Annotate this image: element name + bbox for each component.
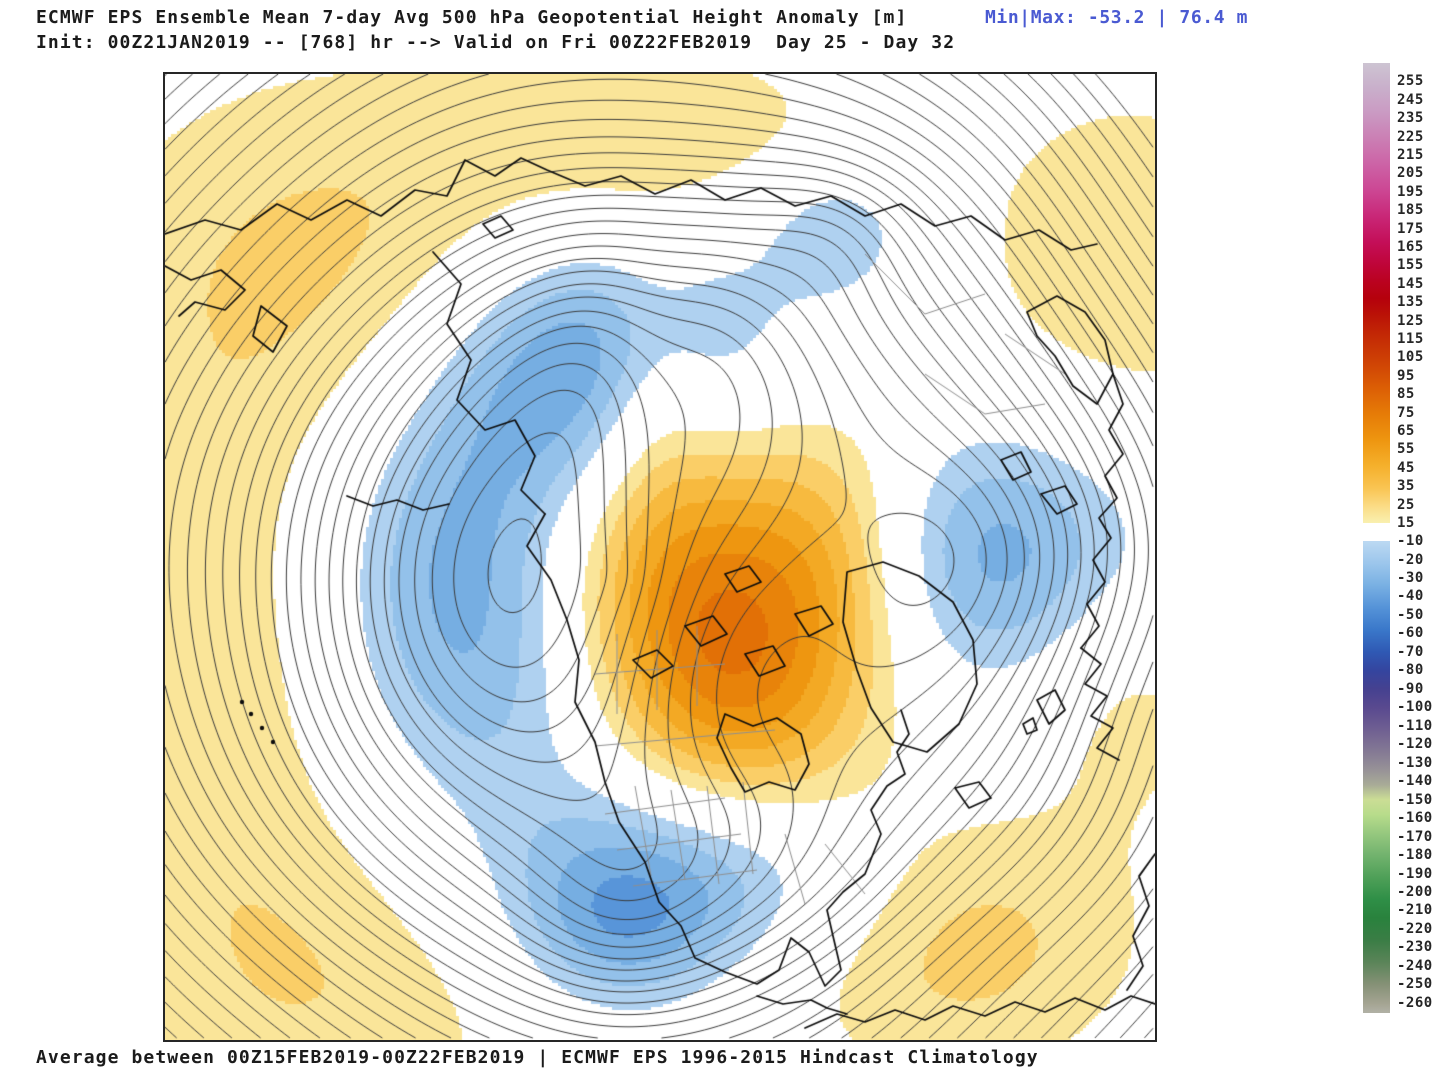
colorbar-tick-label: -170 (1397, 828, 1433, 845)
colorbar-tick-label: 95 (1397, 367, 1415, 384)
map-frame (163, 72, 1157, 1042)
colorbar-tick-label: -250 (1397, 976, 1433, 993)
colorbar-tick-label: 195 (1397, 183, 1424, 200)
colorbar-tick-label: -140 (1397, 773, 1433, 790)
colorbar-tick-label: 135 (1397, 294, 1424, 311)
colorbar-tick-label: -220 (1397, 920, 1433, 937)
colorbar-tick-label: -40 (1397, 588, 1424, 605)
colorbar-tick-label: -50 (1397, 606, 1424, 623)
colorbar-tick-label: 155 (1397, 257, 1424, 274)
colorbar-tick-label: 115 (1397, 331, 1424, 347)
colorbar-tick-label: -210 (1397, 902, 1433, 919)
colorbar-tick-label: 165 (1397, 239, 1424, 255)
colorbar-tick-label: -230 (1397, 939, 1433, 956)
colorbar-tick-label: -240 (1397, 957, 1433, 974)
colorbar-tick-label: -100 (1397, 699, 1433, 716)
colorbar-tick-label: -80 (1397, 662, 1424, 679)
colorbar-gradient (1363, 63, 1390, 1013)
colorbar-tick-label: -20 (1397, 551, 1424, 568)
footer-caption: Average between 00Z15FEB2019-00Z22FEB201… (36, 1047, 1039, 1068)
colorbar-tick-label: 65 (1397, 423, 1415, 439)
colorbar-tick-label: -150 (1397, 791, 1433, 808)
colorbar-tick-label: -160 (1397, 810, 1433, 827)
colorbar-tick-label: 145 (1397, 275, 1424, 292)
colorbar-tick-label: 85 (1397, 386, 1415, 403)
colorbar-tick-label: 185 (1397, 202, 1424, 219)
colorbar-tick-label: -200 (1397, 883, 1433, 900)
colorbar-tick-label: -90 (1397, 680, 1424, 697)
colorbar-tick-label: -190 (1397, 865, 1433, 882)
colorbar-tick-label: -130 (1397, 754, 1433, 771)
colorbar-tick-label: -110 (1397, 717, 1433, 734)
colorbar-tick-label: -120 (1397, 736, 1433, 753)
colorbar-tick-label: -60 (1397, 625, 1424, 642)
colorbar-tick-label: 105 (1397, 349, 1424, 366)
colorbar-tick-label: -180 (1397, 847, 1433, 863)
minmax-value: Min|Max: -53.2 | 76.4 m (985, 7, 1249, 28)
colorbar-tick-label: -70 (1397, 643, 1424, 660)
colorbar-tick-label: 35 (1397, 478, 1415, 495)
colorbar-tick-label: 75 (1397, 404, 1415, 421)
colorbar-tick-label: 245 (1397, 91, 1424, 108)
colorbar-tick-label: 15 (1397, 515, 1415, 531)
colorbar-tick-label: 235 (1397, 110, 1424, 127)
colorbar-tick-label: 215 (1397, 147, 1424, 163)
colorbar-tick-label: -30 (1397, 569, 1424, 586)
colorbar-tick-label: 225 (1397, 128, 1424, 145)
colorbar-tick-label: 55 (1397, 441, 1415, 458)
colorbar-tick-label: 45 (1397, 459, 1415, 476)
colorbar-tick-label: 175 (1397, 220, 1424, 237)
weather-map-canvas (165, 74, 1155, 1040)
colorbar-tick-label: 205 (1397, 165, 1424, 182)
colorbar-tick-label: 125 (1397, 312, 1424, 329)
colorbar-tick-label: -10 (1397, 533, 1424, 549)
colorbar-tick-label: 25 (1397, 496, 1415, 513)
chart-title: ECMWF EPS Ensemble Mean 7-day Avg 500 hP… (36, 7, 908, 28)
colorbar-legend: 255 245 235 225 215 205 195 185 175 165 155 145 135 1… (1363, 63, 1440, 1013)
init-valid-line: Init: 00Z21JAN2019 -- [768] hr --> Valid… (36, 32, 956, 53)
colorbar-tick-label: -260 (1397, 994, 1433, 1011)
colorbar-tick-label: 255 (1397, 73, 1424, 90)
